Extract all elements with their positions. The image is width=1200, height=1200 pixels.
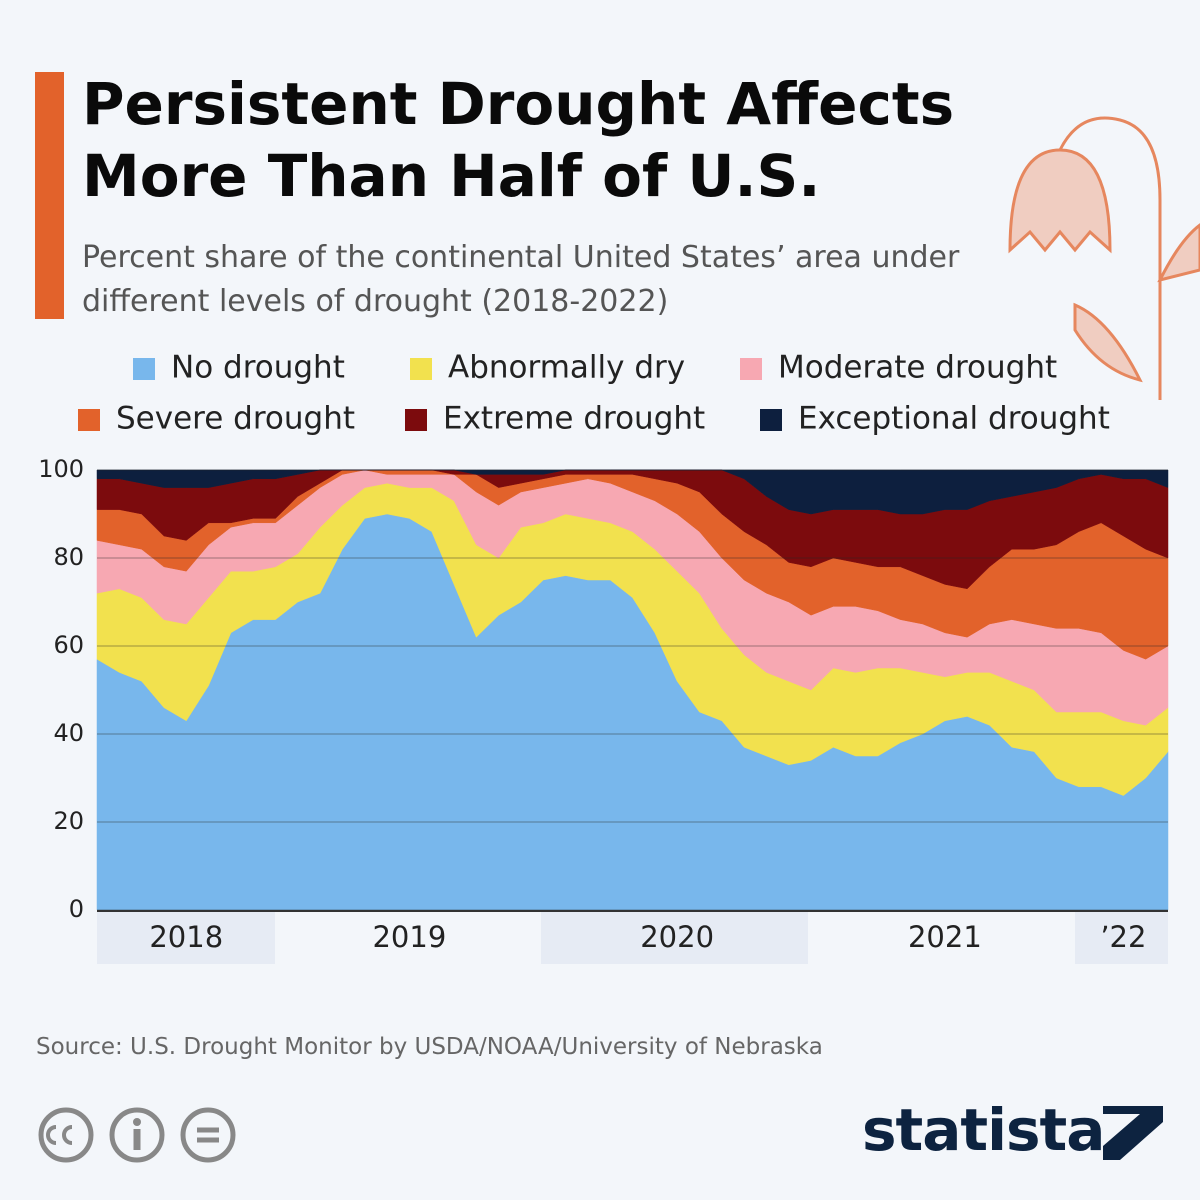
license-icons (38, 1107, 236, 1163)
statista-logo (1103, 1106, 1163, 1160)
y-tick-label: 80 (53, 543, 84, 571)
logo-mark (1103, 1106, 1163, 1160)
year-band (97, 912, 275, 964)
year-bands (97, 912, 1168, 964)
cc-glyph (46, 1125, 73, 1145)
y-tick-label: 100 (38, 455, 84, 483)
legend-label: Extreme drought (443, 401, 705, 437)
legend-swatch (410, 358, 432, 380)
x-tick-label: ’22 (1100, 920, 1146, 954)
by-glyph (133, 1118, 141, 1126)
x-tick-label: 2018 (149, 920, 223, 954)
legend-swatch (740, 358, 762, 380)
legend-label: No drought (171, 350, 345, 386)
legend-label: Severe drought (116, 401, 355, 437)
year-band (1075, 912, 1168, 964)
flower-decoration (1008, 116, 1200, 400)
legend-label: Exceptional drought (798, 401, 1110, 437)
x-tick-label: 2020 (640, 920, 714, 954)
cc-icon (38, 1107, 94, 1163)
by-icon (109, 1107, 165, 1163)
nd-glyph (197, 1127, 219, 1143)
x-tick-label: 2021 (908, 920, 982, 954)
legend-swatch (405, 409, 427, 431)
y-tick-label: 60 (53, 631, 84, 659)
brand: statista (862, 1096, 1105, 1164)
legend-label: Abnormally dry (448, 350, 685, 386)
y-tick-label: 40 (53, 719, 84, 747)
area (96, 469, 1169, 515)
nd-icon (180, 1107, 236, 1163)
chart-subtitle: Percent share of the continental United … (82, 240, 960, 319)
y-tick-label: 0 (69, 895, 84, 923)
source-note: Source: U.S. Drought Monitor by USDA/NOA… (36, 1034, 823, 1060)
year-band (541, 912, 808, 964)
y-tick-label: 20 (53, 807, 84, 835)
accent-bar (35, 72, 64, 319)
legend-swatch (760, 409, 782, 431)
x-tick-label: 2019 (372, 920, 446, 954)
legend-swatch (133, 358, 155, 380)
legend-label: Moderate drought (778, 350, 1057, 386)
chart-title: Persistent Drought Affects More Than Hal… (82, 70, 955, 210)
legend-swatch (78, 409, 100, 431)
